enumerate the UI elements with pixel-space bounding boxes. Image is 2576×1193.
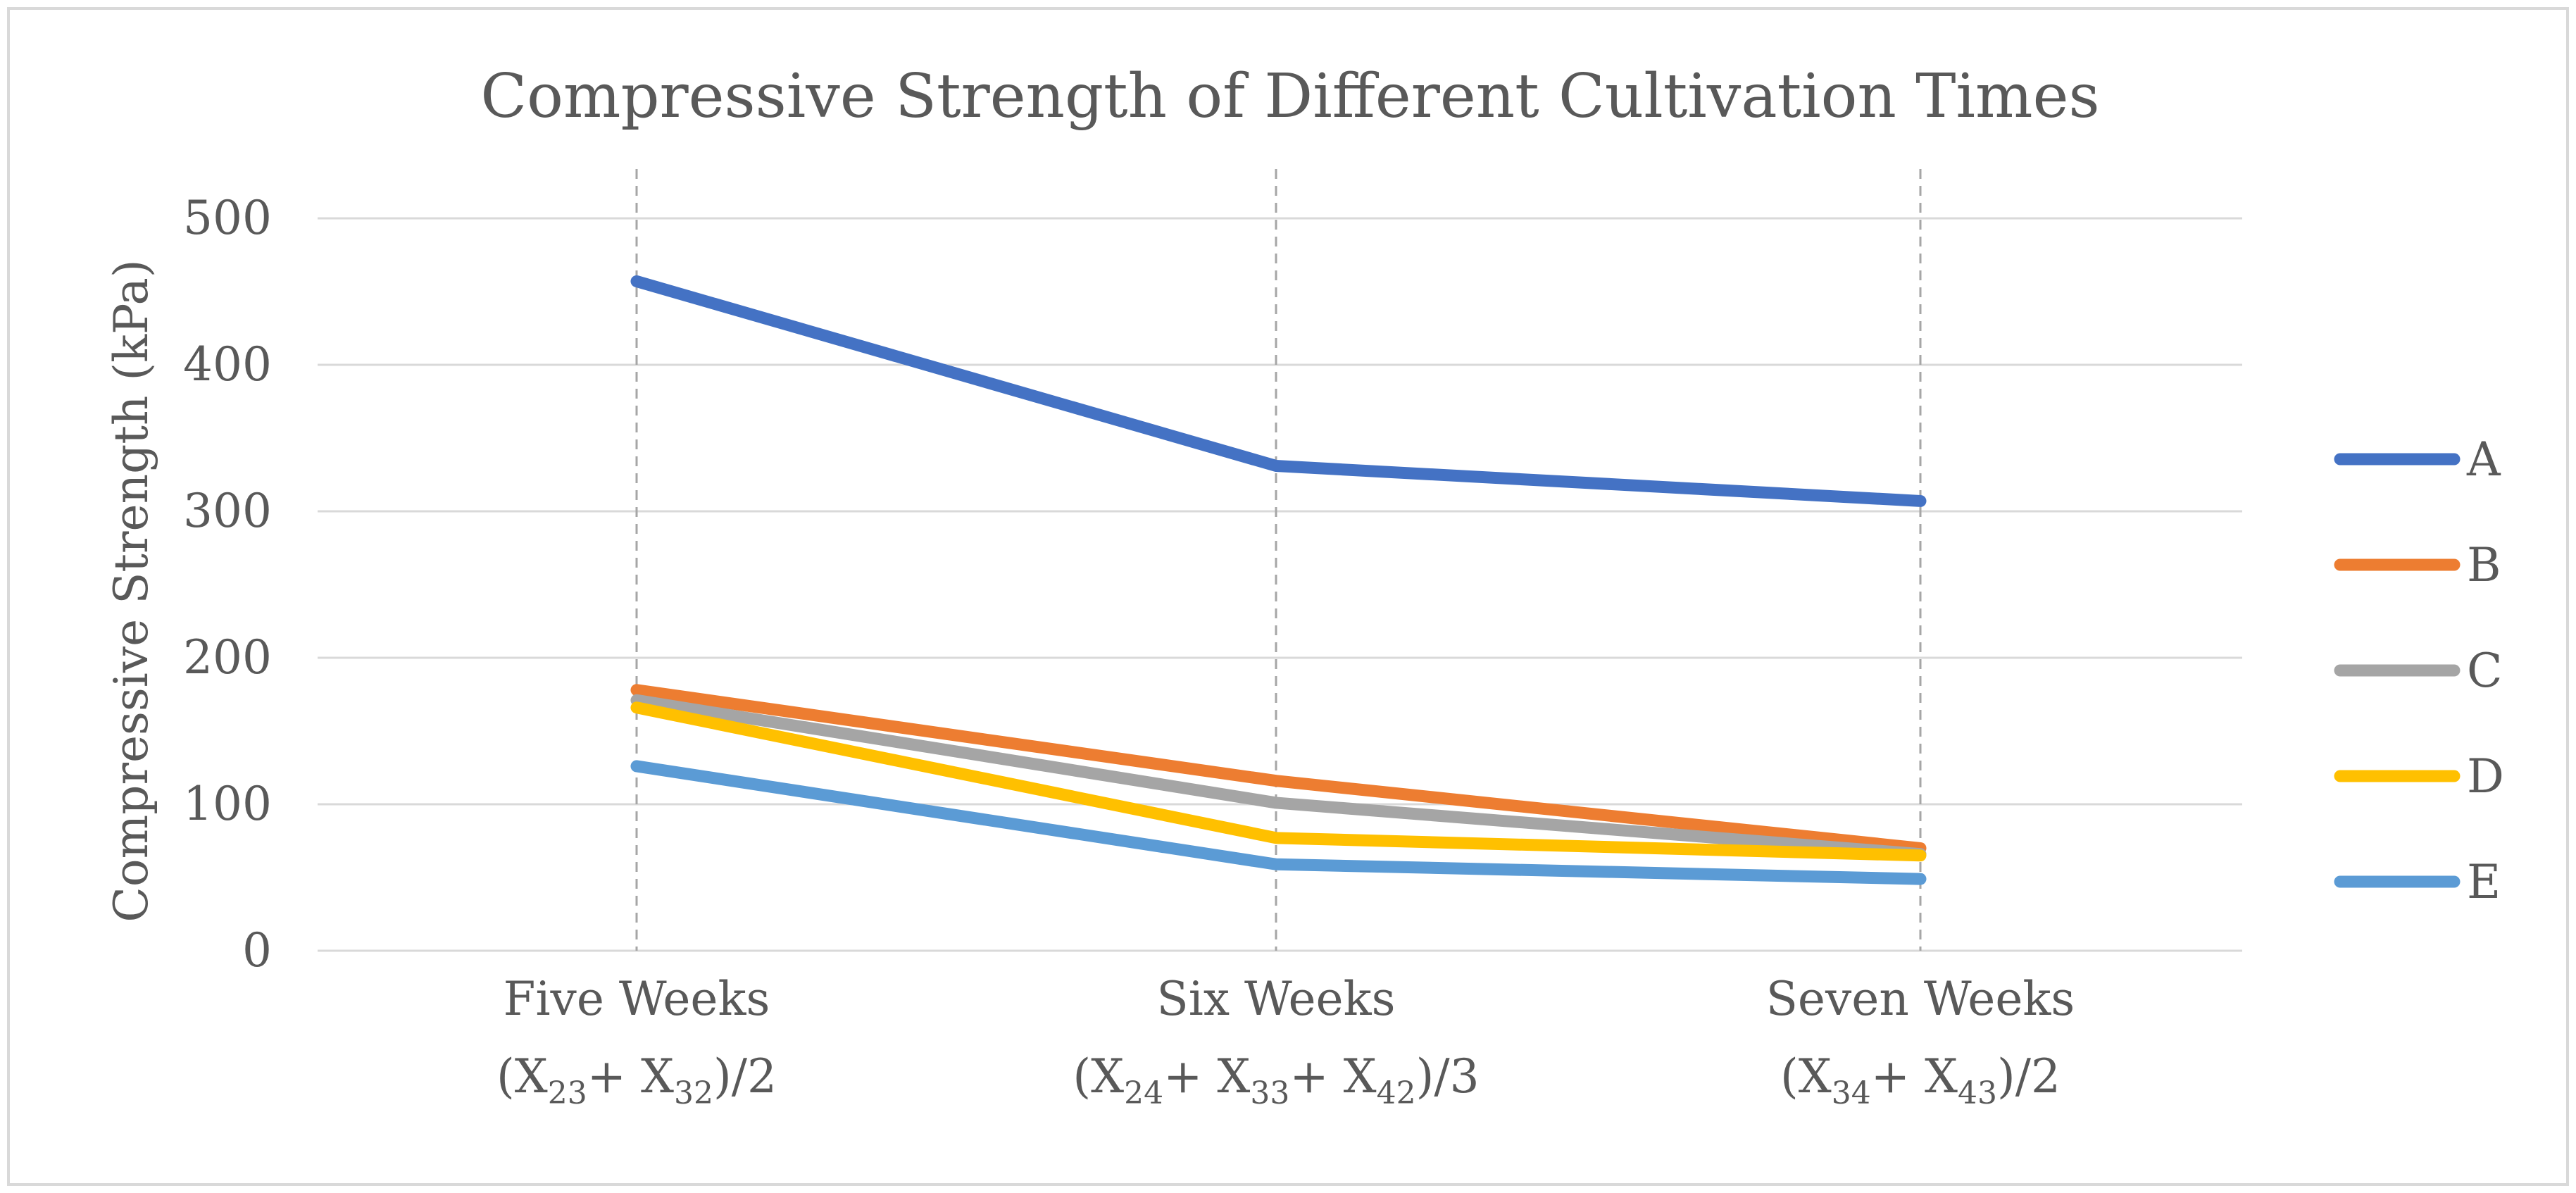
series-line-a [630, 275, 1927, 507]
legend-label-d: D [2467, 749, 2504, 804]
y-tick-label: 400 [183, 337, 272, 392]
formula-part: (X [1073, 1049, 1124, 1104]
data-point-d [1275, 837, 1277, 839]
data-point-d [1920, 855, 1921, 856]
formula-part: + X [1163, 1049, 1250, 1104]
x-category-label: Five Weeks [504, 972, 770, 1026]
x-category-formula: (X34+ X43)/2 [1780, 1049, 2061, 1111]
formula-part: )/2 [713, 1049, 777, 1104]
formula-subscript: 23 [548, 1075, 587, 1111]
y-tick-label: 0 [242, 923, 272, 977]
y-ticks: 0 100 200 300 400 500 [183, 191, 272, 977]
series-group [630, 275, 1927, 885]
data-point-a [1920, 500, 1921, 501]
x-category-label: Six Weeks [1157, 972, 1396, 1026]
formula-subscript: 43 [1958, 1075, 1997, 1111]
x-category-formula: (X24+ X33+ X42)/3 [1073, 1049, 1479, 1111]
data-point-e [1920, 878, 1921, 880]
y-axis-label: Compressive Strength (kPa) [104, 259, 158, 922]
y-tick-label: 500 [183, 191, 272, 245]
x-category-formula: (X23+ X32)/2 [496, 1049, 777, 1111]
chart-svg: Compressive Strength of Different Cultiv… [104, 61, 2504, 1111]
formula-subscript: 24 [1124, 1075, 1163, 1111]
formula-part: )/2 [1997, 1049, 2061, 1104]
chart-title: Compressive Strength of Different Cultiv… [480, 61, 2099, 132]
formula-subscript: 42 [1377, 1075, 1416, 1111]
legend-label-c: C [2467, 644, 2503, 698]
y-tick-label: 100 [183, 777, 272, 831]
series-line-c [630, 694, 1927, 861]
data-point-e [636, 766, 637, 767]
x-category-label: Seven Weeks [1766, 972, 2075, 1026]
data-point-e [1275, 863, 1277, 865]
series-line-e [630, 760, 1927, 885]
data-point-c [1275, 802, 1277, 804]
formula-part: + X [1289, 1049, 1376, 1104]
y-tick-label: 200 [183, 630, 272, 685]
chart-frame: Compressive Strength of Different Cultiv… [7, 7, 2569, 1186]
data-point-b [1275, 780, 1277, 782]
data-point-a [1275, 466, 1277, 467]
category-guides [635, 169, 1922, 951]
formula-part: )/3 [1416, 1049, 1480, 1104]
formula-part: + X [1871, 1049, 1958, 1104]
formula-part: (X [496, 1049, 548, 1104]
data-point-b [636, 689, 637, 691]
data-point-a [636, 280, 637, 282]
series-line-d [630, 701, 1927, 862]
y-tick-label: 300 [183, 484, 272, 538]
formula-subscript: 34 [1832, 1075, 1871, 1111]
data-point-d [636, 707, 637, 708]
formula-subscript: 33 [1250, 1075, 1289, 1111]
legend-label-b: B [2467, 538, 2501, 592]
legend-label-a: A [2466, 432, 2501, 487]
series-line-b [630, 684, 1927, 854]
legend-label-e: E [2467, 855, 2501, 909]
data-point-c [636, 699, 637, 701]
formula-part: + X [587, 1049, 674, 1104]
formula-subscript: 32 [674, 1075, 713, 1111]
formula-part: (X [1780, 1049, 1832, 1104]
